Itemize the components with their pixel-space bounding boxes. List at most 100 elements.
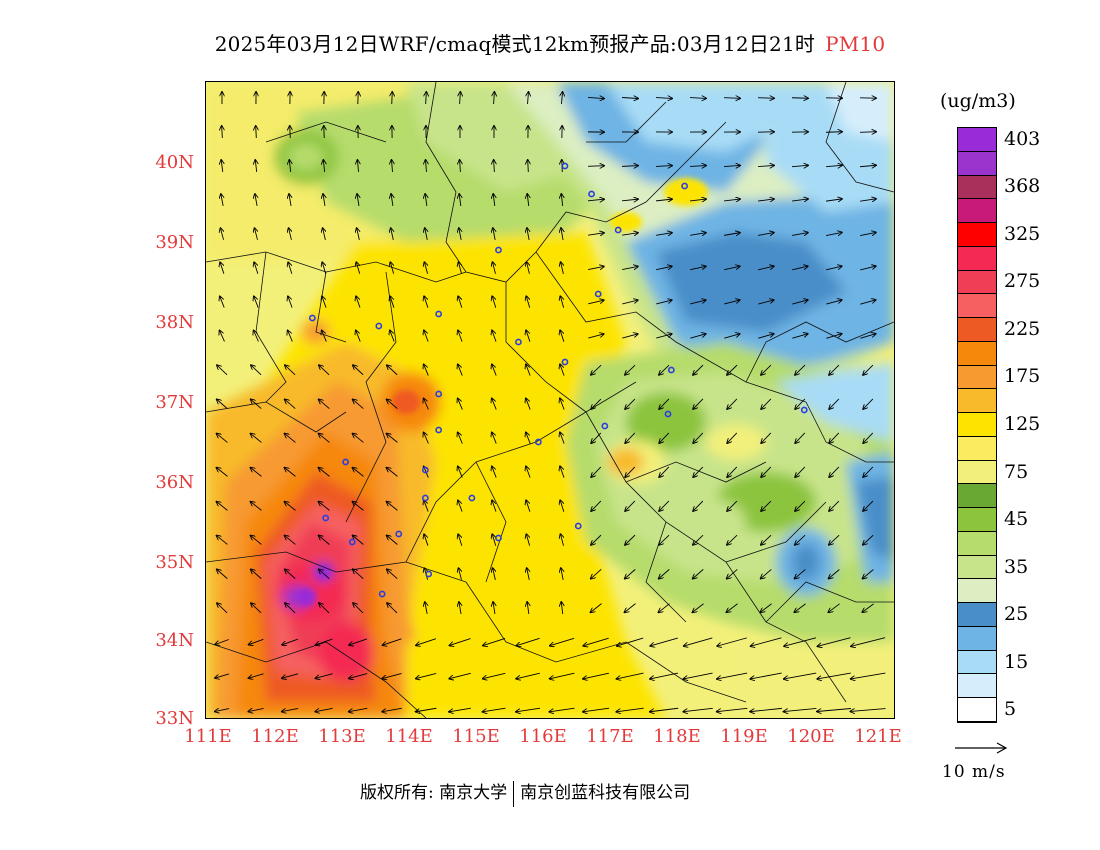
wind-vector-icon: [817, 708, 852, 711]
wind-vector-icon: [617, 637, 644, 646]
wind-vector-icon: [527, 262, 530, 274]
wind-vector-icon: [387, 365, 398, 376]
city-marker-icon: [614, 226, 622, 234]
wind-vector-icon: [792, 266, 808, 271]
wind-vector-icon: [758, 300, 773, 305]
city-marker-icon: [435, 310, 443, 318]
wind-vector-icon: [683, 672, 713, 679]
wind-vector-icon: [458, 534, 463, 546]
wind-vector-icon: [322, 330, 327, 342]
wind-vector-icon: [493, 228, 495, 240]
wind-vector-icon: [617, 672, 644, 679]
wind-vector-icon: [251, 502, 262, 511]
wind-vector-icon: [424, 433, 429, 444]
wind-vector-icon: [353, 468, 364, 477]
wind-vector-icon: [494, 160, 495, 173]
city-marker-icon: [435, 390, 443, 398]
lat-label-38n: 38N: [155, 312, 194, 333]
wind-vector-icon: [560, 364, 565, 376]
wind-vector-icon: [387, 603, 398, 614]
wind-vector-icon: [561, 228, 563, 240]
colorbar-swatch: [958, 460, 996, 485]
lon-label-121e: 121E: [854, 726, 902, 747]
wind-vector-icon: [591, 534, 602, 545]
city-marker-icon: [594, 290, 602, 298]
wind-vector-icon: [391, 228, 394, 240]
wind-vector-icon: [829, 500, 840, 511]
wind-vector-icon: [795, 500, 806, 511]
wind-vector-icon: [357, 160, 358, 173]
wind-vector-icon: [353, 399, 364, 409]
colorbar-swatch: [958, 223, 996, 247]
city-marker-icon: [515, 338, 522, 346]
wind-vector-icon: [560, 534, 563, 546]
wind-vector-icon: [795, 466, 806, 477]
wind-vector-icon: [757, 165, 774, 166]
lon-label-114e: 114E: [385, 726, 433, 747]
wind-vector-icon: [583, 637, 609, 646]
lon-label-113e: 113E: [318, 726, 366, 747]
wind-vector-field: [206, 82, 886, 718]
wind-vector-icon: [690, 199, 706, 201]
colorbar-swatch: [958, 555, 996, 580]
wind-vector-icon: [254, 262, 259, 274]
wind-vector-icon: [583, 707, 610, 712]
company-text: 南京创蓝科技有限公司: [520, 783, 691, 803]
lon-label-115e: 115E: [452, 726, 500, 747]
wind-vector-icon: [353, 502, 364, 511]
wind-vector-icon: [561, 92, 562, 105]
wind-vector-icon: [851, 637, 886, 647]
colorbar-label: 75: [1004, 460, 1029, 483]
wind-vector-icon: [526, 500, 531, 512]
wind-vector-icon: [458, 296, 463, 308]
wind-vector-icon: [483, 707, 506, 712]
wind-vector-icon: [616, 707, 644, 712]
wind-vector-icon: [492, 296, 497, 308]
wind-vector-icon: [483, 672, 506, 678]
colorbar-swatch: [958, 626, 996, 651]
colorbar-swatch: [958, 270, 996, 295]
wind-vector-icon: [424, 262, 427, 274]
lon-label-112e: 112E: [251, 726, 299, 747]
wind-vector-icon: [254, 331, 259, 342]
wind-vector-icon: [792, 233, 808, 236]
wind-vector-icon: [251, 468, 262, 477]
wind-vector-icon: [217, 603, 228, 614]
wind-vector-icon: [758, 266, 774, 271]
wind-vector-icon: [560, 330, 565, 342]
wind-vector-icon: [693, 398, 704, 409]
wind-vector-icon: [750, 672, 782, 679]
colorbar-swatch: [958, 508, 996, 532]
wind-vector-icon: [560, 500, 565, 512]
wind-vector-icon: [591, 568, 602, 578]
wind-vector-icon: [221, 160, 222, 173]
wind-vector-icon: [561, 194, 562, 207]
wind-vector-icon: [251, 365, 262, 376]
wind-vector-icon: [449, 672, 471, 678]
lon-label-120e: 120E: [787, 726, 835, 747]
wind-vector-icon: [217, 569, 228, 579]
wind-vector-icon: [289, 160, 290, 173]
wind-vector-icon: [319, 603, 330, 614]
colorbar-swatch: [958, 151, 996, 176]
wind-vector-icon: [387, 399, 398, 409]
wind-vector-icon: [826, 300, 841, 305]
wind-vector-icon: [527, 568, 530, 580]
wind-vector-icon: [319, 399, 330, 409]
colorbar-label: 368: [1004, 175, 1041, 198]
colorbar-label: 125: [1004, 413, 1041, 435]
city-marker-icon: [425, 570, 433, 578]
wind-vector-icon: [621, 97, 638, 98]
wind-vector-icon: [390, 262, 393, 274]
wind-vector-icon: [751, 637, 782, 646]
wind-vector-icon: [349, 638, 368, 645]
wind-vector-icon: [761, 466, 772, 477]
wind-vector-icon: [784, 672, 817, 679]
wind-vector-icon: [863, 534, 874, 545]
wind-vector-icon: [315, 707, 333, 711]
city-marker-icon: [375, 322, 383, 330]
city-markers: [308, 162, 808, 598]
wind-vector-icon: [382, 673, 402, 678]
wind-vector-icon: [290, 126, 291, 139]
wind-vector-icon: [692, 603, 704, 613]
